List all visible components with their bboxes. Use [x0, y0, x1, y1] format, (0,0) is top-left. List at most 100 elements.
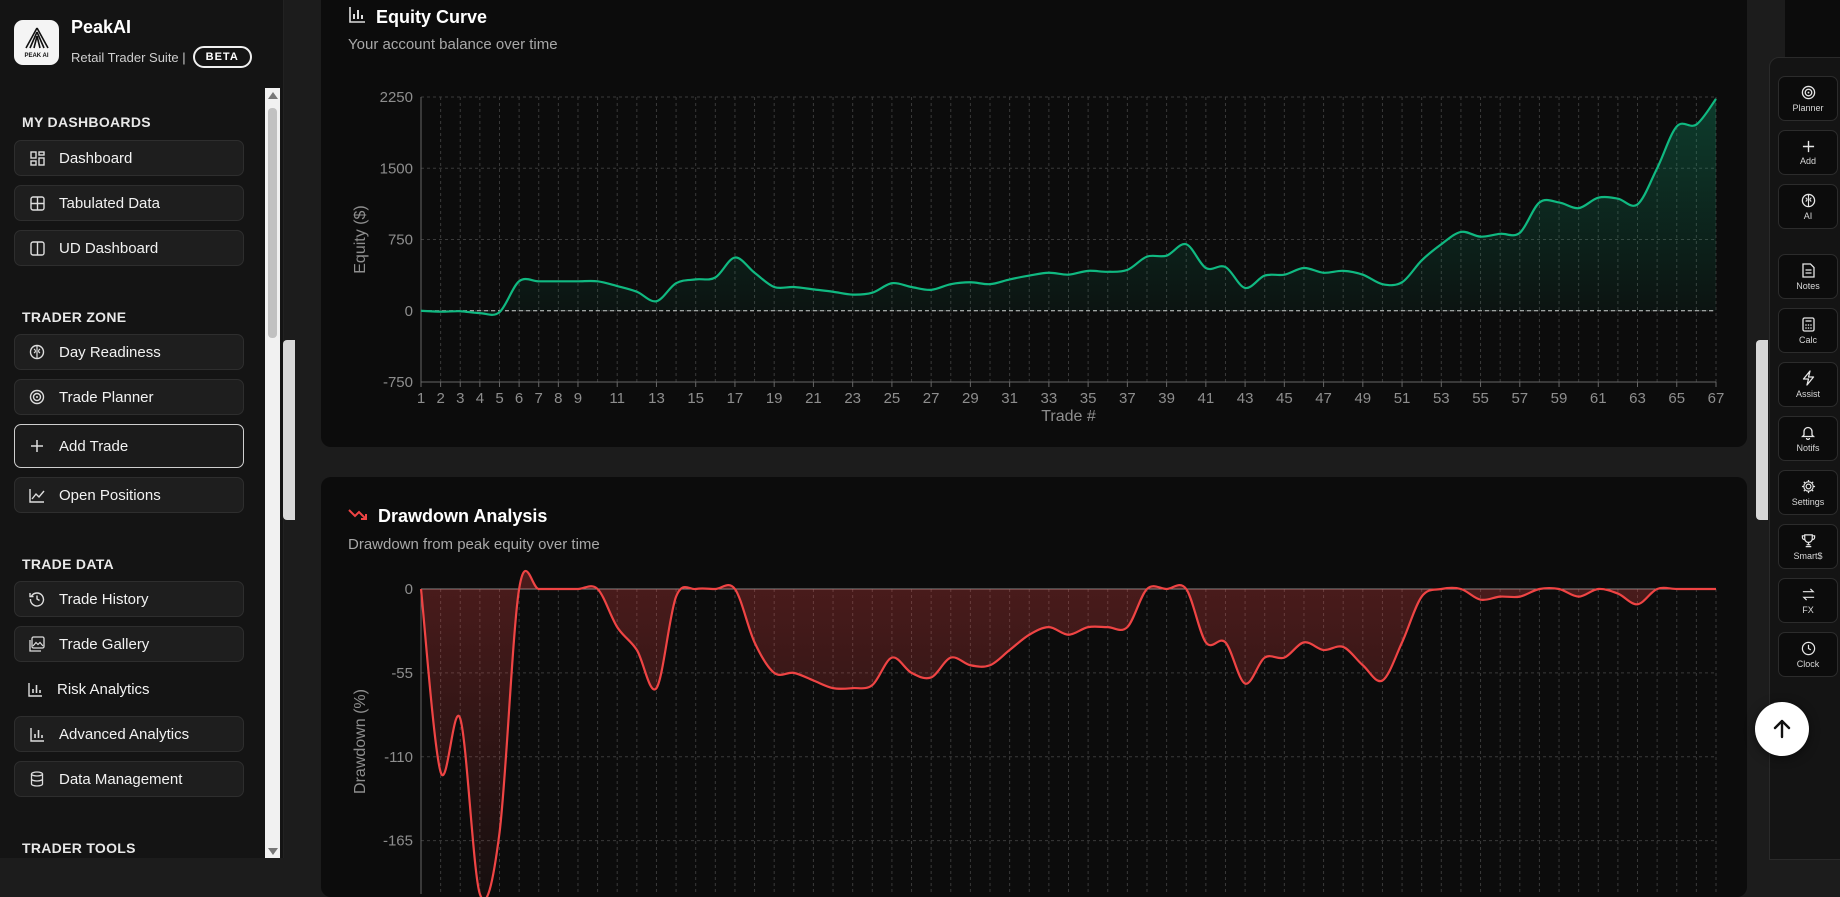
x-tick-label: 21	[805, 390, 822, 407]
section-title-trader-tools: TRADER TOOLS	[22, 840, 136, 856]
bar-chart-icon	[27, 681, 43, 697]
card-subtitle: Drawdown from peak equity over time	[348, 536, 600, 553]
sidebar-item-trade-gallery[interactable]: Trade Gallery	[14, 626, 244, 662]
sidebar-resize-handle[interactable]	[283, 340, 295, 520]
equity-curve-card: Equity Curve Your account balance over t…	[321, 0, 1747, 447]
x-tick-label: 59	[1551, 390, 1568, 407]
y-tick-label: 0	[405, 581, 413, 598]
sidebar-item-label: Trade Planner	[59, 388, 154, 406]
sidebar-item-trade-planner[interactable]: Trade Planner	[14, 379, 244, 415]
sidebar-item-label: Risk Analytics	[57, 680, 150, 698]
rail-ai-button[interactable]: AI	[1778, 184, 1838, 229]
brain-icon	[1801, 193, 1815, 207]
logo-text: PEAK AI	[24, 52, 49, 59]
sidebar-item-tabulated-data[interactable]: Tabulated Data	[14, 185, 244, 221]
x-tick-label: 17	[727, 390, 744, 407]
card-title: Equity Curve	[376, 7, 488, 27]
rail-smart-button[interactable]: Smart$	[1778, 524, 1838, 569]
x-tick-label: 57	[1511, 390, 1528, 407]
top-right-strip	[1785, 0, 1840, 57]
y-tick-label: 750	[388, 232, 413, 249]
sidebar-item-trade-history[interactable]: Trade History	[14, 581, 244, 617]
sidebar-item-open-positions[interactable]: Open Positions	[14, 477, 244, 513]
card-title: Drawdown Analysis	[378, 506, 548, 526]
sidebar-item-add-trade[interactable]: Add Trade	[14, 424, 244, 468]
brand[interactable]: PEAK AI PeakAI Retail Trader Suite | BET…	[14, 17, 252, 68]
rail-settings-button[interactable]: Settings	[1778, 470, 1838, 515]
scroll-down-arrow-icon[interactable]	[268, 848, 278, 855]
peak-mountain-icon	[24, 27, 49, 48]
sidebar-item-label: UD Dashboard	[59, 239, 159, 257]
x-tick-label: 53	[1433, 390, 1450, 407]
x-tick-label: 2	[436, 390, 444, 407]
y-tick-label: 0	[405, 303, 413, 320]
dashboard-grid-icon	[29, 150, 45, 166]
x-tick-label: 43	[1237, 390, 1254, 407]
rail-calc-button[interactable]: Calc	[1778, 308, 1838, 353]
x-tick-label: 67	[1708, 390, 1725, 407]
x-tick-label: 31	[1001, 390, 1018, 407]
line-chart-icon	[29, 487, 45, 503]
rail-fx-button[interactable]: FX	[1778, 578, 1838, 623]
x-axis-label: Trade #	[1041, 408, 1096, 425]
rail-label: AI	[1803, 210, 1813, 221]
sidebar-item-dashboard[interactable]: Dashboard	[14, 140, 244, 176]
x-tick-label: 61	[1590, 390, 1607, 407]
table-icon	[29, 195, 45, 211]
brain-icon	[29, 344, 45, 360]
arrow-up-icon	[1773, 719, 1791, 739]
x-tick-label: 41	[1198, 390, 1215, 407]
scroll-to-top-button[interactable]	[1755, 702, 1809, 756]
x-tick-label: 45	[1276, 390, 1293, 407]
y-tick-label: -165	[383, 833, 413, 850]
beta-badge: BETA	[192, 46, 252, 68]
rail-assist-button[interactable]: Assist	[1778, 362, 1838, 407]
peakai-logo: PEAK AI	[14, 19, 59, 65]
sidebar-item-data-management[interactable]: Data Management	[14, 761, 244, 797]
rail-label: Smart$	[1793, 550, 1823, 561]
gallery-icon	[29, 636, 45, 652]
rail-notes-button[interactable]: Notes	[1778, 254, 1838, 299]
sidebar-item-advanced-analytics[interactable]: Advanced Analytics	[14, 716, 244, 752]
x-tick-label: 63	[1629, 390, 1646, 407]
x-tick-label: 29	[962, 390, 979, 407]
rail-label: Notes	[1796, 280, 1820, 291]
scroll-up-arrow-icon[interactable]	[268, 92, 278, 99]
calculator-icon	[1801, 316, 1815, 332]
rail-notifs-button[interactable]: Notifs	[1778, 416, 1838, 461]
x-tick-label: 11	[609, 390, 625, 407]
y-tick-label: -110	[384, 749, 413, 766]
x-tick-label: 3	[456, 390, 464, 407]
sidebar-item-ud-dashboard[interactable]: UD Dashboard	[14, 230, 244, 266]
swap-icon	[1801, 587, 1815, 601]
sidebar-item-label: Tabulated Data	[59, 194, 160, 212]
sidebar-item-risk-analytics[interactable]: Risk Analytics	[14, 671, 244, 707]
rail-label: FX	[1802, 604, 1814, 615]
clock-icon	[1801, 641, 1815, 655]
series-line	[419, 569, 1716, 897]
x-tick-label: 47	[1315, 390, 1332, 407]
sidebar-item-label: Open Positions	[59, 486, 161, 504]
rail-add-button[interactable]: Add	[1778, 130, 1838, 175]
x-tick-label: 6	[515, 390, 523, 407]
bar-chart-icon	[348, 6, 366, 29]
sidebar-item-label: Data Management	[59, 770, 183, 788]
drawdown-chart: -165 -110 -55 0 Drawdown (%)	[352, 569, 1717, 897]
rail-planner-button[interactable]: Planner	[1778, 76, 1838, 121]
rail-label: Calc	[1798, 334, 1817, 345]
database-icon	[29, 771, 45, 787]
x-tick-label: 4	[476, 390, 484, 407]
sidebar-item-day-readiness[interactable]: Day Readiness	[14, 334, 244, 370]
section-title-my-dashboards: MY DASHBOARDS	[22, 114, 151, 130]
rail-clock-button[interactable]: Clock	[1778, 632, 1838, 677]
plus-icon	[29, 438, 45, 454]
rail-label: Settings	[1791, 496, 1825, 507]
sidebar-scrollbar-thumb[interactable]	[268, 108, 277, 338]
right-panel-handle[interactable]	[1756, 340, 1768, 520]
x-tick-label: 15	[687, 390, 704, 407]
x-tick-label: 27	[923, 390, 940, 407]
sidebar: PEAK AI PeakAI Retail Trader Suite | BET…	[0, 0, 284, 858]
rail-label: Clock	[1796, 658, 1820, 669]
y-tick-label: 2250	[380, 89, 413, 106]
